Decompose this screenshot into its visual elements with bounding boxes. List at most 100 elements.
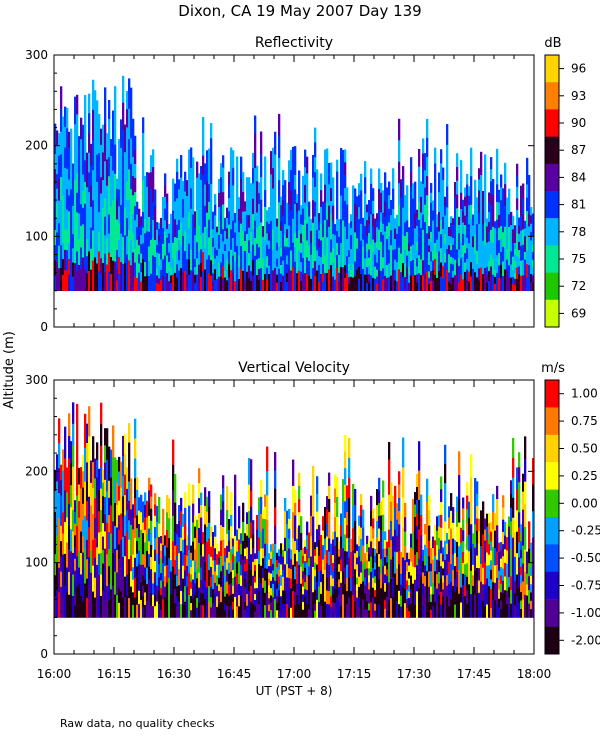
heatmap-cell xyxy=(356,597,359,605)
heatmap-cell xyxy=(262,577,265,589)
heatmap-cell xyxy=(348,223,351,231)
heatmap-cell xyxy=(276,266,279,275)
heatmap-cell xyxy=(494,269,497,278)
heatmap-cell xyxy=(348,277,351,285)
heatmap-cell xyxy=(336,577,339,598)
heatmap-cell xyxy=(424,256,427,274)
heatmap-column xyxy=(414,181,417,292)
heatmap-cell xyxy=(122,75,125,103)
heatmap-cell xyxy=(224,237,227,245)
heatmap-cell xyxy=(160,587,163,596)
heatmap-cell xyxy=(426,214,429,234)
heatmap-column xyxy=(162,196,165,292)
heatmap-cell xyxy=(342,548,345,572)
heatmap-cell xyxy=(210,214,213,231)
heatmap-cell xyxy=(268,566,271,573)
heatmap-cell xyxy=(386,264,389,279)
heatmap-cell xyxy=(188,212,191,229)
heatmap-cell xyxy=(390,260,393,276)
heatmap-cell xyxy=(302,241,305,259)
heatmap-cell xyxy=(298,250,301,271)
heatmap-cell xyxy=(386,200,389,214)
heatmap-cell xyxy=(316,250,319,271)
heatmap-column xyxy=(256,165,259,292)
heatmap-cell xyxy=(466,248,469,260)
heatmap-cell xyxy=(338,281,341,292)
heatmap-cell xyxy=(280,196,283,206)
heatmap-cell xyxy=(296,550,299,562)
heatmap-cell xyxy=(204,163,207,185)
heatmap-cell xyxy=(140,216,143,227)
heatmap-cell xyxy=(392,597,395,618)
heatmap-cell xyxy=(238,232,241,245)
heatmap-column xyxy=(394,485,397,618)
heatmap-cell xyxy=(158,259,161,267)
heatmap-cell xyxy=(410,575,413,590)
heatmap-cell xyxy=(490,230,493,243)
heatmap-cell xyxy=(140,547,143,566)
heatmap-cell xyxy=(298,472,301,487)
heatmap-cell xyxy=(308,532,311,542)
heatmap-cell xyxy=(402,193,405,208)
heatmap-cell xyxy=(70,270,73,292)
heatmap-cell xyxy=(500,277,503,292)
heatmap-cell xyxy=(338,228,341,238)
heatmap-cell xyxy=(122,496,125,517)
heatmap-cell xyxy=(140,564,143,583)
heatmap-cell xyxy=(468,252,471,263)
heatmap-cell xyxy=(84,515,87,550)
heatmap-cell xyxy=(302,586,305,595)
heatmap-cell xyxy=(332,555,335,564)
heatmap-cell xyxy=(500,264,503,279)
heatmap-cell xyxy=(138,208,141,219)
heatmap-cell xyxy=(286,510,289,525)
heatmap-cell xyxy=(506,280,509,292)
heatmap-cell xyxy=(530,542,533,552)
heatmap-cell xyxy=(512,236,515,244)
heatmap-cell xyxy=(266,221,269,234)
heatmap-cell xyxy=(520,532,523,542)
heatmap-column xyxy=(152,549,155,618)
heatmap-cell xyxy=(406,279,409,292)
heatmap-cell xyxy=(330,554,333,566)
heatmap-cell xyxy=(54,575,57,597)
heatmap-cell xyxy=(362,599,365,618)
heatmap-cell xyxy=(308,275,311,292)
heatmap-cell xyxy=(242,598,245,618)
heatmap-cell xyxy=(320,240,323,258)
heatmap-cell xyxy=(302,571,305,580)
heatmap-cell xyxy=(500,200,503,214)
heatmap-cell xyxy=(500,575,503,585)
heatmap-cell xyxy=(216,249,219,257)
heatmap-cell xyxy=(420,212,423,229)
heatmap-column xyxy=(276,552,279,618)
heatmap-cell xyxy=(238,539,241,551)
heatmap-cell xyxy=(470,570,473,595)
heatmap-cell xyxy=(408,610,411,618)
heatmap-cell xyxy=(212,560,215,576)
heatmap-cell xyxy=(238,243,241,256)
heatmap-cell xyxy=(344,239,347,253)
heatmap-cell xyxy=(522,275,525,292)
heatmap-cell xyxy=(188,227,191,244)
heatmap-cell xyxy=(54,169,57,185)
heatmap-cell xyxy=(148,231,151,247)
heatmap-cell xyxy=(460,274,463,292)
heatmap-cell xyxy=(460,572,463,588)
heatmap-cell xyxy=(486,591,489,605)
heatmap-cell xyxy=(528,590,531,605)
heatmap-cell xyxy=(144,204,147,220)
heatmap-column xyxy=(194,211,197,292)
heatmap-cell xyxy=(348,257,351,265)
heatmap-cell xyxy=(266,519,269,545)
heatmap-cell xyxy=(434,195,437,212)
heatmap-cell xyxy=(488,575,491,587)
heatmap-cell xyxy=(292,512,295,539)
heatmap-cell xyxy=(190,167,193,189)
heatmap-column xyxy=(68,131,71,292)
heatmap-cell xyxy=(190,545,193,554)
heatmap-cell xyxy=(512,577,515,598)
heatmap-cell xyxy=(462,211,465,223)
heatmap-cell xyxy=(502,507,505,520)
heatmap-cell xyxy=(430,280,433,292)
